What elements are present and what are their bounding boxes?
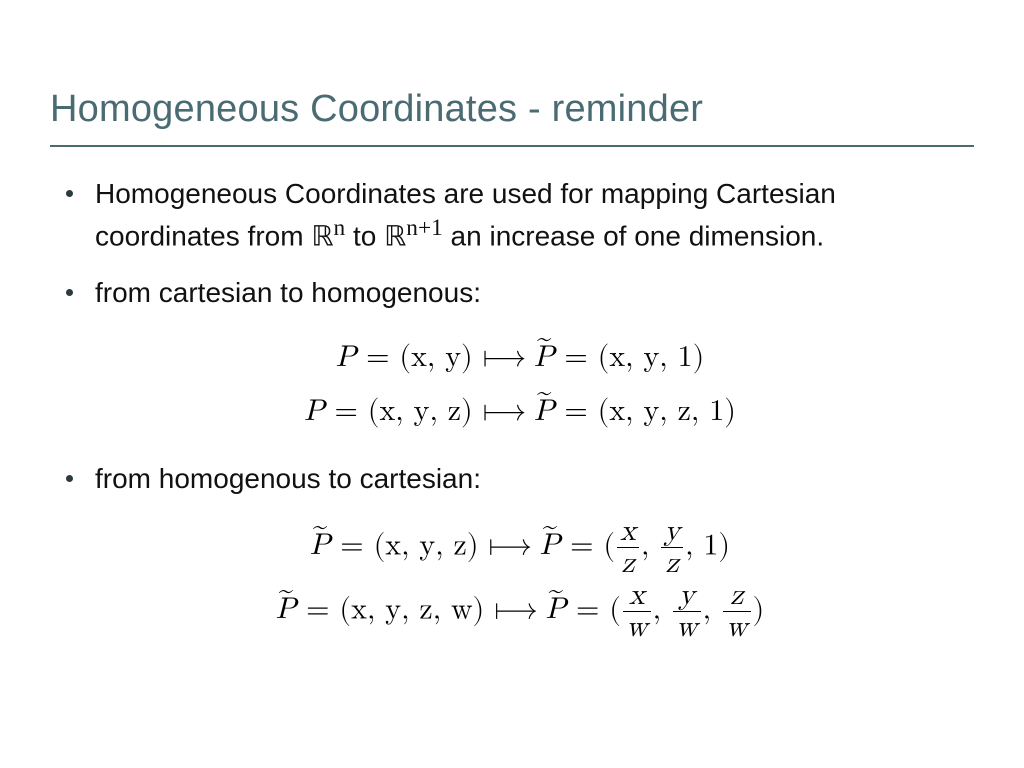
eq2-r1-lhs-ptilde: ~P [310, 518, 330, 572]
bullet-dot-icon [66, 475, 73, 482]
eq1-row1: P = (x, y) ⟼ ~P = (x, y, 1) [304, 330, 736, 384]
math-rn-sup-1: n [334, 215, 346, 241]
bullet-3: from homogenous to cartesian: [66, 460, 974, 498]
eq2-row2: ~P = (x, y, z, w) ⟼ ~P = (xw, yw, zw) [276, 580, 765, 644]
tilde-icon: ~ [313, 504, 327, 550]
bullet-1-part2: an increase of one dimension. [443, 220, 824, 251]
bullet-dot-icon [66, 190, 73, 197]
eq2-r1-open: = ( [560, 530, 615, 560]
equation-block-2: ~P = (x, y, z) ⟼ ~P = (xz, yz, 1) ~P = (… [66, 516, 974, 644]
eq2-r2-lhs-body: = (x, y, z, w) [296, 594, 484, 624]
fraction: yz [661, 516, 683, 580]
math-rn-base-2: ℝ [384, 221, 406, 252]
frac-den: z [661, 547, 683, 580]
equation-2: ~P = (x, y, z) ⟼ ~P = (xz, yz, 1) ~P = (… [276, 516, 765, 644]
eq1-r1-rhs-body: = (x, y, 1) [554, 342, 704, 372]
mapsto-arrow-icon: ⟼ [494, 594, 545, 624]
tilde-icon: ~ [543, 504, 557, 550]
bullet-3-text: from homogenous to cartesian: [95, 460, 481, 498]
tilde-icon: ~ [549, 568, 563, 614]
frac-num: x [623, 580, 651, 612]
bullet-2-text: from cartesian to homogenous: [95, 274, 481, 312]
slide-title: Homogeneous Coordinates - reminder [50, 88, 974, 131]
fraction: xw [623, 580, 651, 644]
fraction: zw [723, 580, 751, 644]
frac-num: x [617, 516, 639, 548]
eq1-r2-lhs-body: = (x, y, z) [325, 396, 473, 426]
equation-1: P = (x, y) ⟼ ~P = (x, y, 1) P = (x, y, z… [304, 330, 736, 438]
mapsto-arrow-icon: ⟼ [488, 530, 539, 560]
eq1-r2-ptilde: ~P [534, 384, 554, 438]
eq2-row1: ~P = (x, y, z) ⟼ ~P = (xz, yz, 1) [276, 516, 765, 580]
eq1-r2-lhs-P: P [304, 396, 324, 426]
eq1-r2-rhs-body: = (x, y, z, 1) [554, 396, 736, 426]
frac-num: z [723, 580, 751, 612]
mapsto-arrow-icon: ⟼ [483, 396, 534, 426]
eq2-r2-c2: , [703, 594, 721, 624]
fraction: xz [617, 516, 639, 580]
frac-den: z [617, 547, 639, 580]
content-region: Homogeneous Coordinates are used for map… [0, 147, 1024, 644]
slide: Homogeneous Coordinates - reminder Homog… [0, 0, 1024, 768]
eq2-r2-lhs-ptilde: ~P [276, 582, 296, 636]
frac-den: w [723, 611, 751, 644]
eq2-r2-open: = ( [566, 594, 621, 624]
frac-num: y [673, 580, 701, 612]
frac-den: w [673, 611, 701, 644]
equation-block-1: P = (x, y) ⟼ ~P = (x, y, 1) P = (x, y, z… [66, 330, 974, 438]
eq1-row2: P = (x, y, z) ⟼ ~P = (x, y, z, 1) [304, 384, 736, 438]
eq2-r2-close: ) [753, 594, 765, 624]
eq2-r1-rhs-ptilde: ~P [540, 518, 560, 572]
bullet-1: Homogeneous Coordinates are used for map… [66, 175, 974, 256]
mapsto-arrow-icon: ⟼ [483, 342, 534, 372]
frac-den: w [623, 611, 651, 644]
eq1-r1-lhs-P: P [336, 342, 356, 372]
tilde-icon: ~ [537, 316, 551, 362]
frac-num: y [661, 516, 683, 548]
bullet-2: from cartesian to homogenous: [66, 274, 974, 312]
bullet-1-mid: to [345, 220, 384, 251]
eq2-r2-rhs-ptilde: ~P [546, 582, 566, 636]
math-rn-sup-2: n+1 [406, 215, 442, 241]
bullet-dot-icon [66, 289, 73, 296]
eq2-r1-c2: , 1) [685, 530, 730, 560]
eq2-r1-c1: , [641, 530, 659, 560]
tilde-icon: ~ [279, 568, 293, 614]
bullet-1-text: Homogeneous Coordinates are used for map… [95, 175, 974, 256]
fraction: yw [673, 580, 701, 644]
eq2-r1-lhs-body: = (x, y, z) [330, 530, 478, 560]
eq2-r2-c1: , [653, 594, 671, 624]
title-region: Homogeneous Coordinates - reminder [0, 0, 1024, 131]
eq1-r1-lhs-body: = (x, y) [356, 342, 473, 372]
math-rn-base-1: ℝ [311, 221, 333, 252]
tilde-icon: ~ [537, 370, 551, 416]
